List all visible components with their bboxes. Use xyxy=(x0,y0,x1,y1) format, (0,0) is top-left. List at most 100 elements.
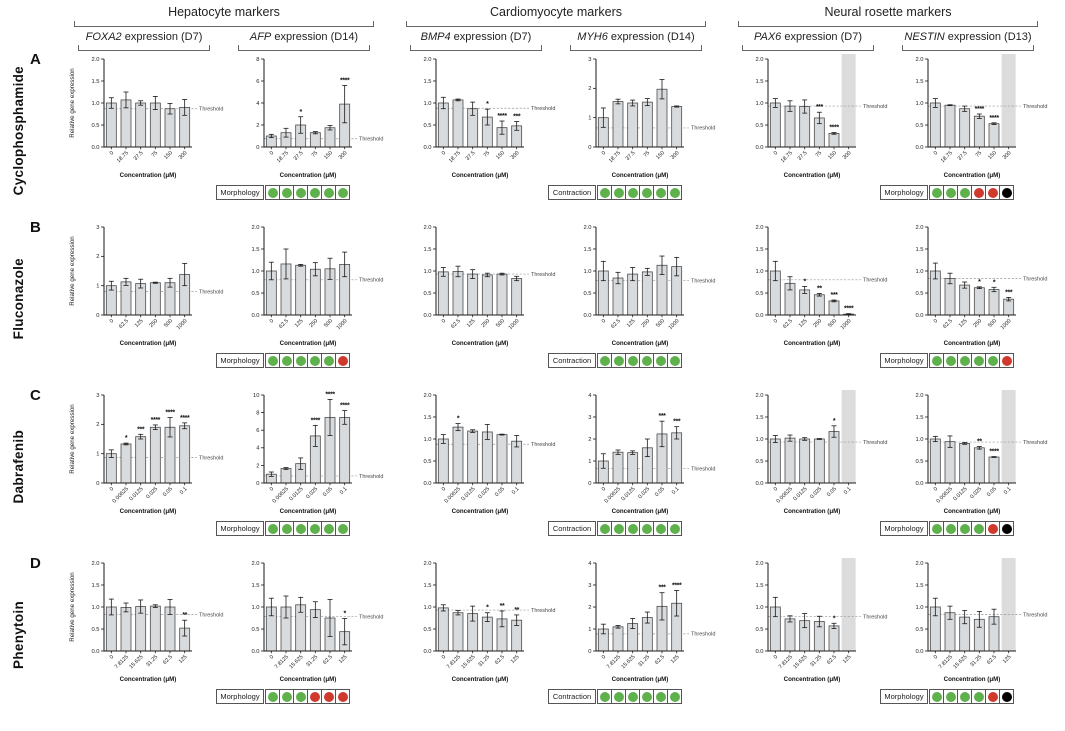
x-tick-label: 18.75 xyxy=(608,150,622,164)
excluded-region xyxy=(1001,54,1016,147)
y-tick-label: 2.0 xyxy=(915,57,923,63)
x-tick-label: 7.8125 xyxy=(446,654,462,670)
significance-stars: * xyxy=(833,418,836,425)
bar xyxy=(481,274,493,316)
bar xyxy=(784,437,796,484)
chart-cell: Threshold 0 7.8125 15.625 31.25 *** 62.5 **** 12… xyxy=(548,555,716,704)
threshold-label: Threshold xyxy=(359,474,383,480)
contraction-indicator: Contraction xyxy=(548,353,716,368)
y-tick-label: 1.0 xyxy=(91,605,99,611)
status-dot-green xyxy=(295,691,306,702)
bar xyxy=(944,441,956,484)
status-dot-red xyxy=(1001,355,1012,366)
y-tick-label: 4 xyxy=(256,446,260,452)
x-axis-label: Concentration (μM) xyxy=(784,340,841,347)
indicator-cell xyxy=(667,521,682,536)
y-tick-label: 1.5 xyxy=(583,247,591,253)
indicator-label: Morphology xyxy=(216,689,264,704)
y-tick-label: 0 xyxy=(588,145,591,151)
threshold-label: Threshold xyxy=(531,442,555,448)
x-tick-label: 0.1 xyxy=(339,486,349,496)
bar xyxy=(105,453,117,484)
bar xyxy=(988,456,1000,484)
x-axis-label: Concentration (μM) xyxy=(944,508,1001,515)
y-tick-label: 0.0 xyxy=(915,313,923,319)
x-axis-label: Concentration (μM) xyxy=(612,340,669,347)
x-tick-label: 0 xyxy=(601,654,607,660)
bar xyxy=(149,605,161,652)
y-tick-label: 1.5 xyxy=(915,247,923,253)
column-title-afp: AFP expression (D14) xyxy=(224,30,384,51)
y-tick-label: 0.0 xyxy=(755,313,763,319)
status-dot-green xyxy=(337,187,348,198)
row-phenytoin: Phenytoin D Threshold 0 7.8125 15.625 31.25 6… xyxy=(6,555,1065,723)
y-tick-label: 0.5 xyxy=(423,459,431,465)
x-tick-label: 7.8125 xyxy=(114,654,130,670)
axes xyxy=(927,227,1016,316)
x-tick-label: 15.625 xyxy=(460,654,476,670)
x-tick-label: 125 xyxy=(338,654,349,665)
y-tick-label: 0.0 xyxy=(91,145,99,151)
bar xyxy=(671,106,683,148)
status-dot-green xyxy=(959,187,970,198)
x-tick-label: 150 xyxy=(163,150,174,161)
marker-group-hepatocyte: Hepatocyte markers FOXA2 expression (D7)… xyxy=(64,5,384,51)
x-axis-label: Concentration (μM) xyxy=(784,508,841,515)
x-axis-label: Concentration (μM) xyxy=(280,172,337,179)
x-tick-label: 62.5 xyxy=(942,318,954,330)
x-tick-label: 125 xyxy=(958,318,969,329)
column-title-nestin: NESTIN expression (D13) xyxy=(888,30,1048,51)
status-dot-green xyxy=(281,691,292,702)
y-tick-label: 0.5 xyxy=(755,123,763,129)
bar xyxy=(959,108,971,148)
y-tick-label: 1.5 xyxy=(423,415,431,421)
status-dot-green xyxy=(295,355,306,366)
indicator-cell xyxy=(943,185,958,200)
bar xyxy=(339,417,351,484)
indicator-cell xyxy=(321,353,336,368)
chart-cell: Threshold 0 0.00625 0.0125 ** 0.025 **** 0.05 0.… xyxy=(880,387,1048,536)
bar xyxy=(769,102,781,148)
status-dot-green xyxy=(599,355,610,366)
threshold-label: Threshold xyxy=(863,278,887,284)
indicator-cell xyxy=(929,521,944,536)
x-tick-label: 0 xyxy=(109,654,115,660)
x-tick-label: 125 xyxy=(134,318,145,329)
x-tick-label: 62.5 xyxy=(162,654,174,666)
chart-cell: Threshold 0 7.8125 15.625 31.25 62.5 ** 125 0.0 0… xyxy=(64,555,224,704)
bar xyxy=(280,468,292,484)
bar xyxy=(828,132,840,148)
indicator-cell xyxy=(667,353,682,368)
y-tick-label: 2.0 xyxy=(251,561,259,567)
x-tick-label: 250 xyxy=(149,318,160,329)
x-tick-label: 0.05 xyxy=(654,486,666,498)
bar xyxy=(929,102,941,148)
x-tick-label: 150 xyxy=(827,150,838,161)
compound-label: Phenytoin xyxy=(10,601,26,669)
x-tick-label: 0 xyxy=(441,486,447,492)
status-dot-green xyxy=(945,523,956,534)
x-tick-label: 500 xyxy=(163,318,174,329)
morphology-indicator: Morphology xyxy=(880,185,1048,200)
x-tick-label: 37.5 xyxy=(293,150,305,162)
x-tick-label: 75 xyxy=(483,150,492,159)
x-tick-label: 300 xyxy=(510,150,521,161)
x-tick-label: 250 xyxy=(309,318,320,329)
indicator-cell xyxy=(265,521,280,536)
chart-cell: Threshold 0 62.5 * 125 ** 250 *** 500 **** 1000 0.0… xyxy=(728,219,888,368)
x-tick-label: 0.00625 xyxy=(604,486,622,504)
x-tick-label: 31.25 xyxy=(637,654,651,668)
significance-stars: **** xyxy=(311,417,321,424)
morphology-indicator: Morphology xyxy=(216,521,384,536)
x-tick-label: 0.0125 xyxy=(620,486,636,502)
chart-cell: Threshold 0 18.75 37.5 75 150 300 0.0 0.5 1.0 1.5 2… xyxy=(64,51,224,200)
y-tick-label: 0.0 xyxy=(91,649,99,655)
status-dot-red xyxy=(337,355,348,366)
status-dot-green xyxy=(973,523,984,534)
status-dot-green xyxy=(323,355,334,366)
group-bracket xyxy=(738,21,1038,27)
x-axis-label: Concentration (μM) xyxy=(452,508,509,515)
